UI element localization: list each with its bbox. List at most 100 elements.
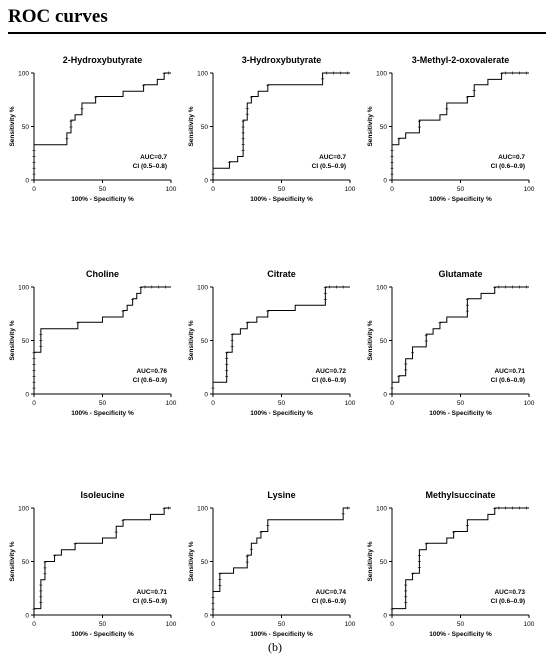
y-tick-label: 50 [201, 338, 209, 345]
x-tick-label: 100 [166, 186, 177, 193]
chart-title: Lysine [267, 490, 295, 500]
x-tick-label: 100 [345, 186, 356, 193]
chart-title: Isoleucine [80, 490, 124, 500]
x-axis-label: 100% - Specificity % [429, 196, 492, 203]
auc-label: AUC=0.72 [315, 368, 346, 375]
y-tick-label: 100 [18, 285, 29, 292]
x-tick-label: 50 [99, 186, 107, 193]
y-axis-label: Sensitivity % [188, 541, 195, 581]
x-tick-label: 100 [524, 186, 535, 193]
ci-label: CI (0.6–0.9) [312, 598, 346, 605]
y-tick-label: 0 [383, 178, 387, 185]
y-tick-label: 0 [204, 392, 208, 399]
y-tick-label: 0 [383, 392, 387, 399]
auc-label: AUC=0.71 [494, 368, 525, 375]
x-tick-label: 0 [390, 621, 394, 628]
figure-header: ROC curves [8, 4, 546, 34]
ci-label: CI (0.5–0.8) [133, 163, 167, 170]
ci-label: CI (0.6–0.9) [491, 598, 525, 605]
roc-curve [391, 507, 529, 615]
roc-chart-1: 2-Hydroxybutyrate 0 50 100 0 50 100 100% - Spec… [9, 55, 177, 203]
chart-title: 2-Hydroxybutyrate [63, 55, 143, 65]
x-tick-label: 50 [278, 186, 286, 193]
y-tick-label: 50 [380, 338, 388, 345]
x-tick-label: 0 [390, 400, 394, 407]
x-axis-label: 100% - Specificity % [71, 410, 134, 417]
y-tick-label: 0 [25, 392, 29, 399]
roc-chart-3: 3-Methyl-2-oxovalerate 0 50 100 0 50 100 100% -… [367, 55, 535, 203]
x-tick-label: 0 [32, 186, 36, 193]
roc-curve [391, 286, 529, 394]
auc-label: AUC=0.76 [136, 368, 167, 375]
ci-label: CI (0.5–0.9) [133, 598, 167, 605]
y-axis-label: Sensitivity % [9, 541, 16, 581]
roc-curve [212, 286, 350, 394]
x-axis-label: 100% - Specificity % [250, 410, 313, 417]
x-tick-label: 100 [524, 400, 535, 407]
x-tick-label: 50 [99, 621, 107, 628]
chart-title: Choline [86, 269, 119, 279]
x-tick-label: 100 [345, 400, 356, 407]
y-tick-label: 0 [204, 613, 208, 620]
x-tick-label: 0 [211, 186, 215, 193]
roc-chart-2: 3-Hydroxybutyrate 0 50 100 0 50 100 100% - Spec… [188, 55, 356, 203]
y-tick-label: 100 [197, 285, 208, 292]
ci-label: CI (0.5–0.9) [312, 163, 346, 170]
y-tick-label: 50 [201, 559, 209, 566]
x-tick-label: 50 [457, 621, 465, 628]
x-axis-label: 100% - Specificity % [250, 631, 313, 638]
y-tick-label: 0 [25, 178, 29, 185]
figure-title: ROC curves [8, 6, 108, 27]
roc-chart-4: Choline 0 50 100 0 50 100 100% - Specificity % S… [9, 269, 177, 417]
x-axis-label: 100% - Specificity % [71, 631, 134, 638]
chart-title: Methylsuccinate [425, 490, 495, 500]
x-tick-label: 50 [278, 621, 286, 628]
y-tick-label: 50 [380, 559, 388, 566]
y-tick-label: 50 [22, 559, 30, 566]
x-tick-label: 0 [32, 400, 36, 407]
x-axis-label: 100% - Specificity % [429, 631, 492, 638]
y-tick-label: 50 [22, 338, 30, 345]
roc-chart-9: Methylsuccinate 0 50 100 0 50 100 100% - Specif… [367, 490, 535, 638]
roc-curve [391, 72, 529, 180]
x-tick-label: 50 [99, 400, 107, 407]
auc-label: AUC=0.7 [498, 154, 525, 161]
x-tick-label: 100 [345, 621, 356, 628]
y-tick-label: 50 [22, 124, 30, 131]
x-tick-label: 100 [524, 621, 535, 628]
y-axis-label: Sensitivity % [9, 106, 16, 146]
y-axis-label: Sensitivity % [188, 106, 195, 146]
chart-title: 3-Hydroxybutyrate [242, 55, 322, 65]
auc-label: AUC=0.73 [494, 589, 525, 596]
y-tick-label: 100 [376, 71, 387, 78]
y-axis-label: Sensitivity % [367, 541, 374, 581]
x-tick-label: 50 [457, 186, 465, 193]
roc-chart-6: Glutamate 0 50 100 0 50 100 100% - Specificity … [367, 269, 535, 417]
ci-label: CI (0.6–0.9) [491, 377, 525, 384]
chart-title: Citrate [267, 269, 296, 279]
x-axis-label: 100% - Specificity % [429, 410, 492, 417]
auc-label: AUC=0.71 [136, 589, 167, 596]
auc-label: AUC=0.7 [319, 154, 346, 161]
chart-title: 3-Methyl-2-oxovalerate [412, 55, 510, 65]
x-tick-label: 0 [211, 621, 215, 628]
y-tick-label: 0 [383, 613, 387, 620]
x-tick-label: 0 [32, 621, 36, 628]
x-axis-label: 100% - Specificity % [71, 196, 134, 203]
roc-chart-8: Lysine 0 50 100 0 50 100 100% - Specificity % Se… [188, 490, 356, 638]
roc-chart-5: Citrate 0 50 100 0 50 100 100% - Specificity % S… [188, 269, 356, 417]
roc-chart-7: Isoleucine 0 50 100 0 50 100 100% - Specificity… [9, 490, 177, 638]
x-axis-label: 100% - Specificity % [250, 196, 313, 203]
y-axis-label: Sensitivity % [9, 320, 16, 360]
auc-label: AUC=0.74 [315, 589, 346, 596]
roc-curve [212, 72, 350, 180]
y-tick-label: 50 [201, 124, 209, 131]
y-axis-label: Sensitivity % [367, 106, 374, 146]
y-tick-label: 100 [197, 71, 208, 78]
roc-curve [33, 72, 171, 180]
auc-label: AUC=0.7 [140, 154, 167, 161]
y-axis-label: Sensitivity % [367, 320, 374, 360]
roc-curve [33, 507, 171, 615]
ci-label: CI (0.6–0.9) [133, 377, 167, 384]
